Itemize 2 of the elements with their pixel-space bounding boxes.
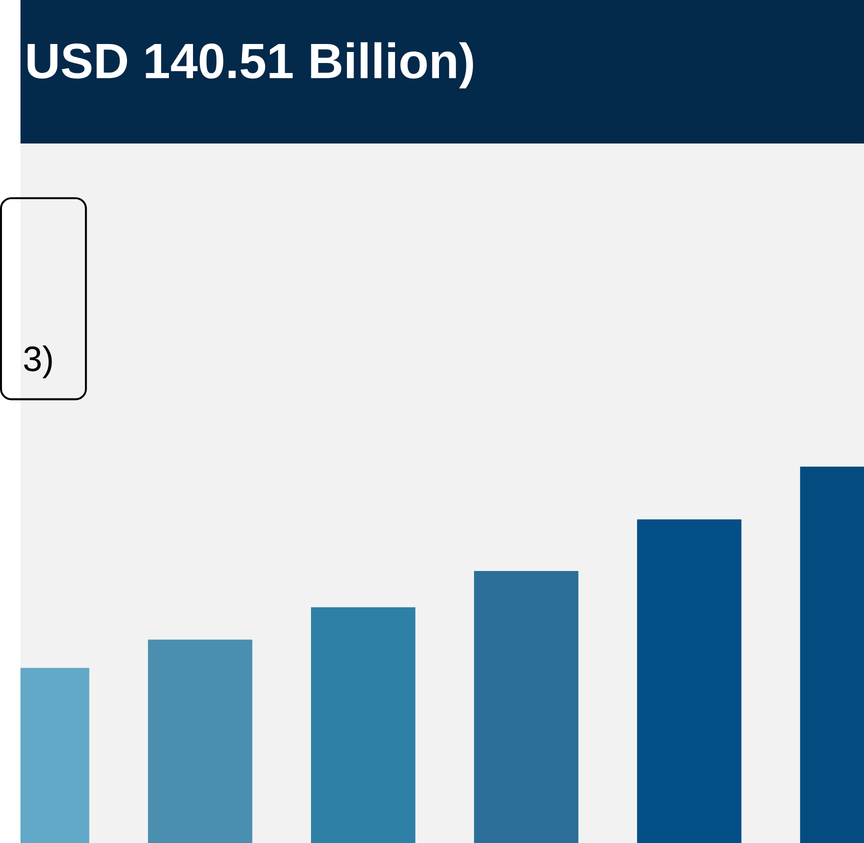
- text: 3): [24, 345, 52, 378]
- chart-title: USD 140.51 Billion): [28, 42, 473, 88]
